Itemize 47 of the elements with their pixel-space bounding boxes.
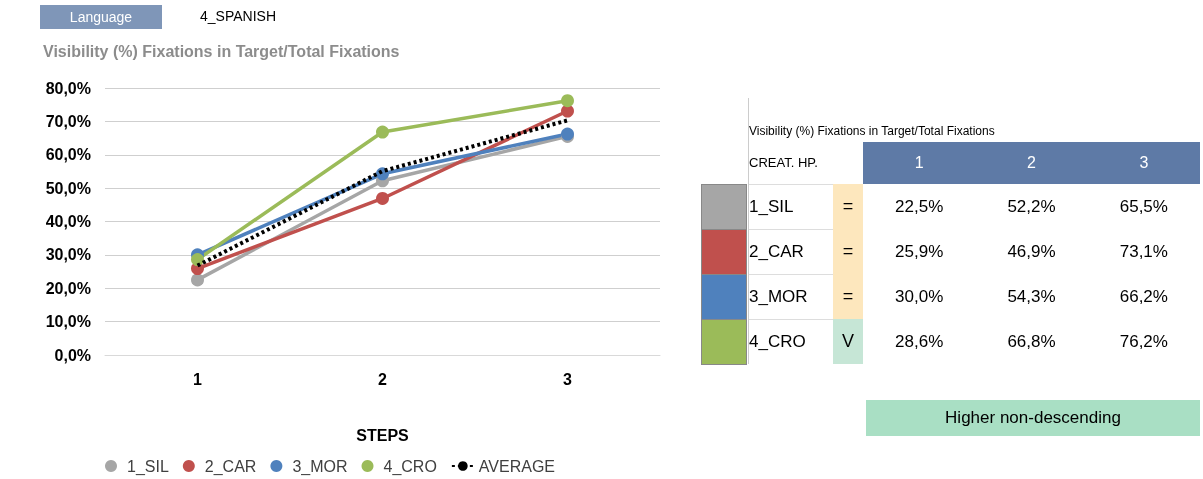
text: Higher non-descending [866,400,1200,436]
text: 54,3% [1006,285,1057,308]
category-label: 2 [1027,154,1036,171]
text: 1_SIL [749,196,794,216]
text: 46,9% [1006,240,1057,263]
x-axis-title: STEPS [356,426,410,444]
text: Language [40,5,162,29]
y-tick-label: 20,0% [45,279,91,297]
y-tick-label: 60,0% [45,146,91,164]
text: = [833,184,863,229]
text: 65,5% [1118,195,1169,218]
text: 4_CRO [749,331,806,351]
text: 66,8% [1006,330,1057,353]
text: CREAT. HP. [748,142,863,184]
text: 52,2% [1006,195,1057,218]
chart-title: Visibility (%) Fixations in Target/Total Fixations [43,42,400,60]
legend-label: AVERAGE [478,457,556,475]
x-tick-label: 2 [378,370,388,388]
legend-label: 1_SIL [127,457,169,476]
y-tick-label: 50,0% [45,179,91,197]
y-tick-label: 0,0% [54,346,91,364]
text: 3_MOR [749,286,808,306]
y-tick-label: 80,0% [45,79,91,97]
legend-label: 4_CRO [383,457,437,476]
x-tick-label: 3 [563,370,573,388]
text: 66,2% [1118,285,1169,308]
text: 4_SPANISH [200,8,276,24]
y-tick-label: 40,0% [45,213,91,230]
text: 76,2% [1118,330,1169,353]
text: = [833,274,863,319]
y-tick-label: 70,0% [45,112,91,130]
text: V [833,319,863,364]
x-tick-label: 1 [193,370,203,388]
legend-label: 3_MOR [292,457,348,476]
text: 22,5% [894,195,945,218]
legend-label: 2_CAR [204,457,257,476]
text: Visibility (%) Fixations in Target/Total Fixations [748,98,1200,142]
y-tick-label: 10,0% [45,313,91,331]
y-tick-label: 30,0% [45,246,91,264]
text: = [833,229,863,274]
text: 28,6% [894,330,945,353]
text: 30,0% [894,285,945,308]
category-label: 3 [1139,154,1149,171]
category-label: 1 [914,154,924,171]
text: 73,1% [1118,240,1169,263]
text: 2_CAR [749,241,804,261]
text: 25,9% [894,240,945,263]
